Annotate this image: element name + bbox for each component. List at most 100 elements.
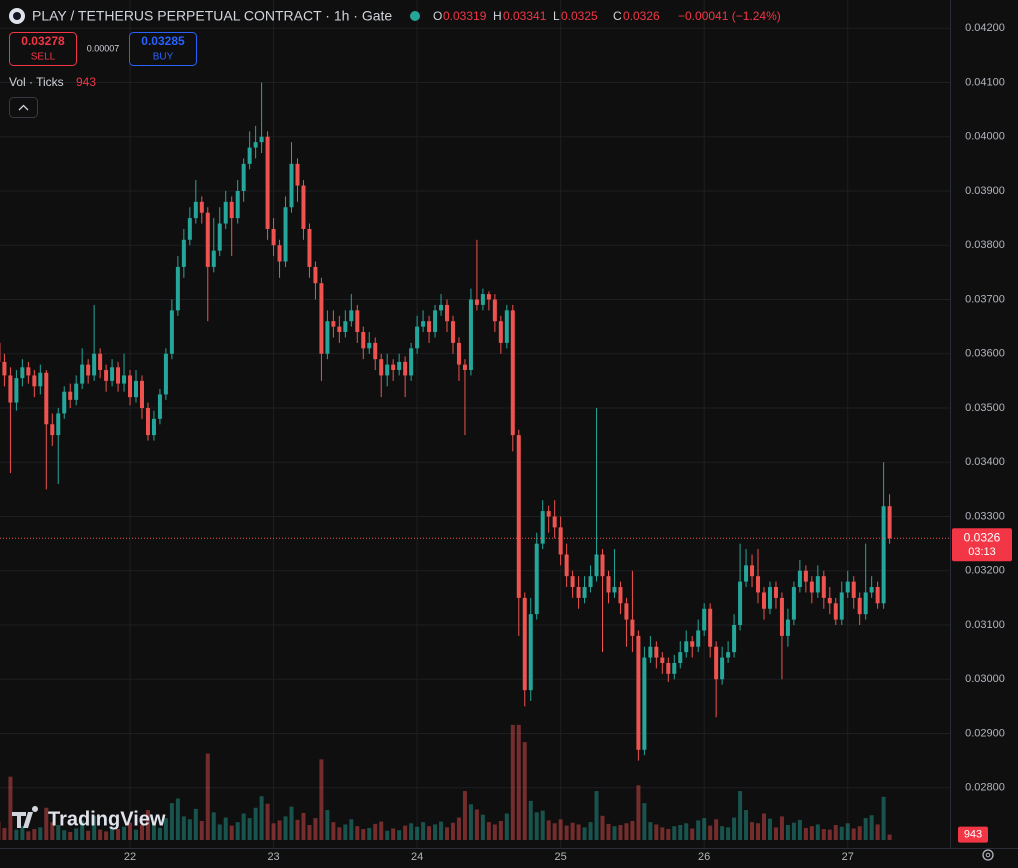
candle-body [504, 310, 509, 343]
o-value: 0.03319 [443, 9, 487, 23]
volume-bar [648, 822, 653, 840]
candle-body [660, 657, 665, 663]
volume-bar [86, 830, 91, 840]
candle-body [791, 587, 796, 620]
volume-bar [630, 821, 635, 840]
candle-body [74, 383, 79, 400]
volume-bar [833, 825, 838, 840]
volume-bar [277, 820, 282, 840]
volume-bar [516, 724, 521, 840]
candle-body [480, 294, 485, 305]
candle-body [636, 635, 641, 750]
x-tick-label: 26 [698, 851, 710, 863]
volume-bar [492, 824, 497, 840]
volume-bar [791, 822, 796, 840]
candle-body [552, 516, 557, 528]
volume-bar [193, 808, 198, 840]
candle-body [391, 364, 396, 371]
collapse-button[interactable] [9, 97, 38, 118]
candle-body [678, 652, 683, 663]
volume-bar [684, 823, 689, 840]
candle-body [229, 201, 234, 219]
candle-body [726, 652, 731, 658]
volume-bar [223, 817, 228, 840]
candle-body [875, 587, 880, 604]
candle-body [349, 310, 354, 322]
candle-body [80, 364, 85, 384]
volume-bar [163, 818, 168, 840]
candle-body [887, 506, 892, 539]
candle-body [510, 310, 515, 436]
l-label: L [553, 9, 560, 23]
candle-body [253, 142, 258, 148]
volume-bar [122, 826, 127, 840]
volume-bar [678, 825, 683, 840]
candle-body [343, 321, 348, 333]
candle-body [277, 245, 282, 262]
candle-body [642, 657, 647, 750]
candle-body [540, 511, 545, 544]
candle-body [379, 359, 384, 376]
volume-bar [779, 816, 784, 840]
settings-icon[interactable] [982, 849, 994, 861]
candle-body [618, 587, 623, 604]
volume-bar [504, 813, 509, 840]
candle-body [283, 207, 288, 262]
buy-button[interactable] [129, 32, 197, 66]
candle-body [761, 592, 766, 609]
o-label: O [433, 9, 442, 23]
volume-bar [445, 827, 450, 840]
volume-bar [187, 819, 192, 840]
candle-body [50, 424, 55, 436]
volume-bar [696, 820, 701, 840]
candle-body [666, 662, 671, 674]
volume-bar [56, 825, 61, 840]
volume-bar [624, 823, 629, 840]
volume-bar [134, 829, 139, 840]
y-tick-label: 0.03800 [965, 239, 1005, 251]
candle-body [169, 310, 174, 354]
volume-bar [98, 829, 103, 840]
candle-body [175, 266, 180, 311]
watermark-logo [12, 806, 39, 828]
candle-body [415, 326, 420, 349]
x-tick-label: 22 [124, 851, 136, 863]
buy-label: BUY [153, 52, 174, 63]
y-tick-label: 0.04100 [965, 76, 1005, 88]
candle-body [2, 361, 7, 376]
candle-body [38, 372, 43, 387]
candle-body [145, 407, 150, 436]
volume-bar [738, 791, 743, 840]
volume-bar [732, 817, 737, 840]
candle-body [385, 364, 390, 376]
volume-bar [391, 828, 396, 840]
candle-body [373, 342, 378, 360]
candle-body [456, 342, 461, 365]
volume-bar [773, 827, 778, 840]
volume-legend: Vol · Ticks [9, 75, 64, 89]
volume-bar [68, 831, 73, 840]
y-tick-label: 0.04000 [965, 131, 1005, 143]
y-tick-label: 0.02900 [965, 727, 1005, 739]
candle-body [223, 201, 228, 224]
y-tick-label: 0.03500 [965, 402, 1005, 414]
volume-bar [229, 825, 234, 840]
candle-body [295, 163, 300, 186]
candle-body [546, 511, 551, 517]
volume-bar [821, 829, 826, 840]
volume-bar [857, 826, 862, 840]
volume-bar [480, 814, 485, 840]
candle-body [684, 641, 689, 653]
volume-bar [110, 827, 115, 840]
candle-body [732, 625, 737, 653]
candle-body [570, 576, 575, 588]
candle-body [128, 375, 133, 398]
volume-bar [720, 826, 725, 840]
candle-body [779, 597, 784, 636]
volume-bar [612, 826, 617, 840]
candle-body [863, 592, 868, 615]
candle-body [211, 250, 216, 267]
x-tick-label: 24 [411, 851, 423, 863]
volume-bar [74, 828, 79, 840]
sell-button[interactable] [9, 32, 77, 66]
